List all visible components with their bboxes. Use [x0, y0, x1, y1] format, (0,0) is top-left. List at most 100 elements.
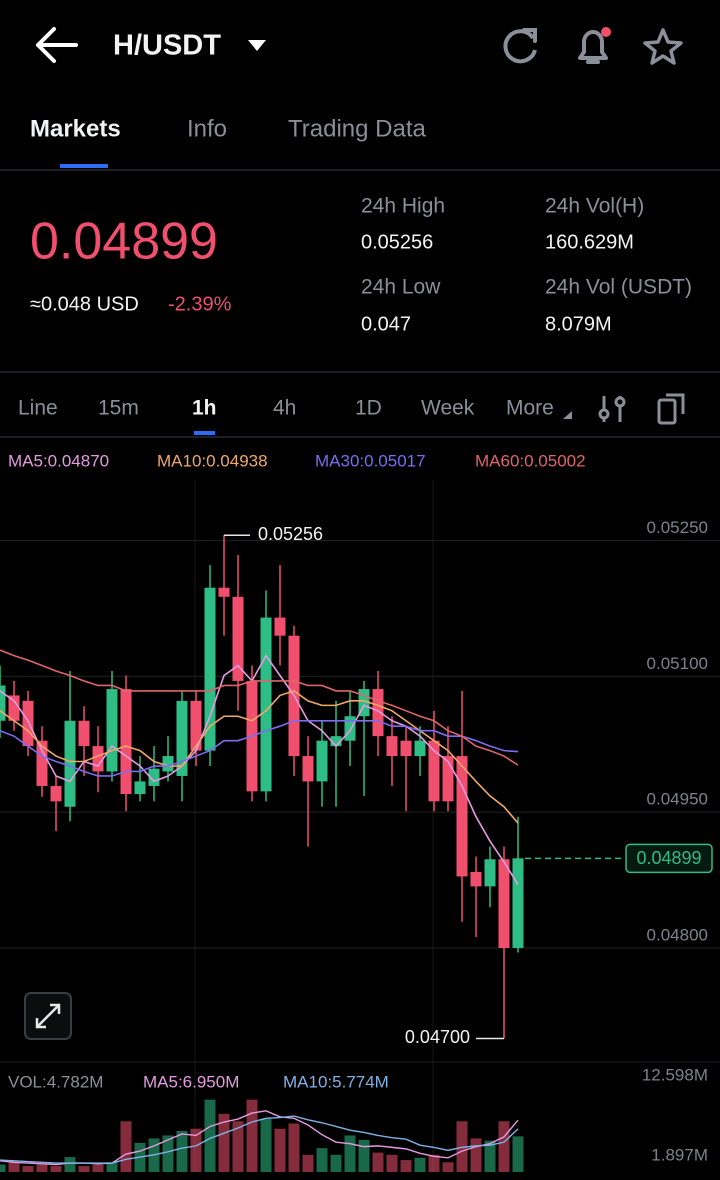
candle-body — [50, 785, 62, 802]
candle-body — [344, 716, 356, 741]
interval[interactable]: Week — [421, 397, 475, 420]
volume-bar — [260, 1119, 272, 1172]
candle-body — [428, 740, 440, 802]
pair-title[interactable]: H/USDT — [113, 30, 221, 62]
interval[interactable]: 15m — [98, 397, 139, 420]
volume-bar — [442, 1162, 454, 1172]
volume-bar — [162, 1135, 174, 1172]
back-button[interactable] — [36, 27, 78, 63]
legend-entry: MA30:0.05017 — [315, 451, 426, 470]
legend-entry: VOL:4.782M — [8, 1072, 103, 1091]
interval[interactable]: More — [506, 397, 554, 420]
candle-body — [148, 768, 160, 786]
legend-entry: MA60:0.05002 — [475, 451, 586, 470]
candle-body — [386, 736, 398, 757]
volume-bar — [190, 1128, 202, 1172]
volume-bar — [232, 1121, 244, 1172]
volume-bar — [120, 1121, 132, 1172]
y-tick-label: 0.04800 — [647, 925, 708, 944]
stat-label: 24h Low — [361, 276, 441, 299]
tab[interactable]: Info — [187, 115, 227, 142]
volume-bar — [274, 1128, 286, 1172]
candle-body — [162, 756, 174, 772]
candle-body — [470, 871, 482, 887]
volume-bar — [428, 1154, 440, 1172]
candle-body — [120, 689, 132, 795]
volume-bar — [92, 1164, 104, 1172]
ma-line — [0, 690, 519, 824]
volume-bar — [0, 1164, 6, 1172]
pair-dropdown[interactable] — [248, 40, 266, 51]
volume-bar — [400, 1160, 412, 1172]
interval[interactable]: 1h — [192, 397, 217, 420]
high-label: 0.05256 — [258, 524, 323, 544]
candle-body — [358, 689, 370, 717]
volume-bar — [386, 1154, 398, 1172]
last-price-tag — [625, 843, 713, 874]
tab[interactable]: Markets — [30, 115, 121, 142]
candle-body — [498, 859, 510, 948]
legend-entry: MA10:5.774M — [283, 1072, 389, 1091]
candle-body — [372, 689, 384, 737]
alert-icon[interactable] — [578, 27, 611, 64]
candle-body — [302, 756, 314, 782]
interval[interactable]: Line — [18, 397, 58, 420]
candle-body — [64, 720, 76, 807]
candle-body — [190, 700, 202, 751]
expand-button[interactable] — [24, 992, 72, 1040]
volume-bar — [470, 1138, 482, 1172]
candle-body — [218, 587, 230, 597]
interval[interactable]: 1D — [355, 397, 382, 420]
volume-bar — [316, 1148, 328, 1172]
favorite-icon[interactable] — [643, 28, 683, 65]
volume-bar — [204, 1099, 216, 1172]
candle-body — [456, 756, 468, 877]
volume-bar — [176, 1130, 188, 1172]
volume-bar — [302, 1154, 314, 1172]
more-caret — [563, 411, 572, 419]
volume-bar — [64, 1157, 76, 1172]
last-price: 0.04899 — [30, 213, 218, 271]
stat-label: 24h Vol (USDT) — [545, 276, 692, 299]
stat-label: 24h Vol(H) — [545, 195, 644, 218]
interval[interactable]: 4h — [273, 397, 296, 420]
candle-body — [400, 740, 412, 757]
candle-body — [106, 689, 118, 772]
price-change: -2.39% — [168, 293, 232, 315]
stat-value: 8.079M — [545, 313, 612, 335]
volume-bar — [330, 1154, 342, 1172]
volume-bar — [372, 1152, 384, 1172]
volume-bar — [288, 1123, 300, 1172]
volume-ma-line — [0, 1115, 519, 1164]
stat-value: 160.629M — [545, 231, 634, 253]
stat-value: 0.047 — [361, 313, 411, 335]
candle-body — [260, 617, 272, 792]
candle-body — [78, 720, 90, 747]
volume-bar — [246, 1099, 258, 1172]
legend-entry: MA5:6.950M — [143, 1072, 239, 1091]
volume-bar — [484, 1140, 496, 1172]
y-tick-label: 0.04950 — [647, 790, 708, 809]
volume-bar — [456, 1121, 468, 1172]
volume-bar — [8, 1162, 20, 1172]
candle-body — [442, 756, 454, 802]
volume-bar — [498, 1121, 510, 1172]
candle-body — [0, 685, 6, 721]
tab-indicator — [60, 164, 108, 168]
usd-price: ≈0.048 USD — [30, 293, 139, 315]
indicator-settings-icon[interactable] — [598, 396, 626, 422]
volume-bar — [512, 1136, 524, 1172]
low-label: 0.04700 — [405, 1027, 470, 1047]
candle-body — [330, 736, 342, 747]
ma-line — [0, 719, 519, 777]
volume-bar — [36, 1164, 48, 1172]
y-tick-label: 0.05100 — [647, 654, 708, 673]
landscape-icon[interactable] — [657, 393, 685, 425]
stat-label: 24h High — [361, 195, 445, 218]
tab[interactable]: Trading Data — [288, 115, 427, 142]
candle-body — [414, 740, 426, 757]
volume-bar — [218, 1113, 230, 1172]
refresh-icon[interactable] — [503, 28, 537, 64]
